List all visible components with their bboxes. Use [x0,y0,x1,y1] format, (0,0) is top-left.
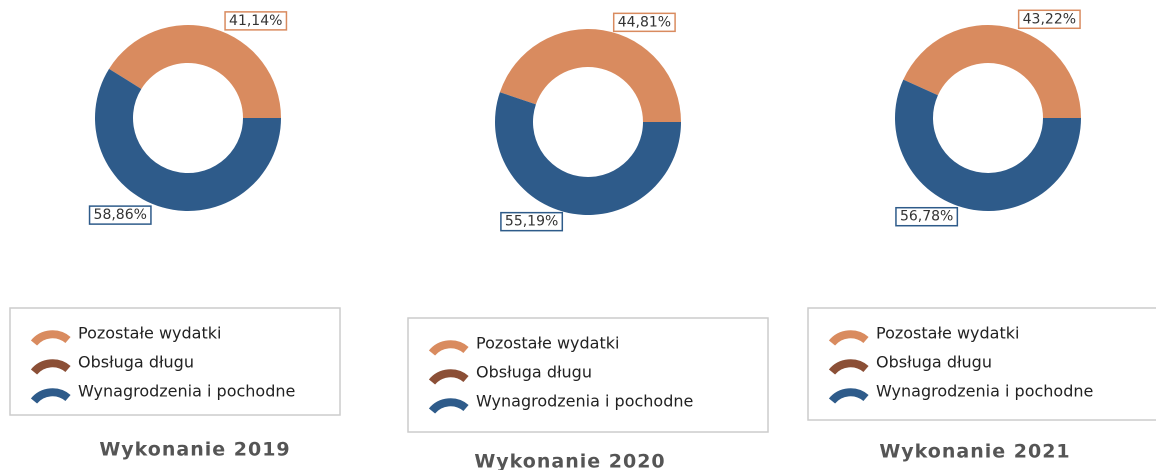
legend-icon [30,330,71,346]
value-label-box [612,12,676,33]
chart-title: Wykonanie 2021 [879,441,1070,463]
donut-slice [495,92,681,215]
chart-title: Wykonanie 2020 [474,451,665,470]
legend-label: Pozostałe wydatki [476,334,619,353]
donut-slice [94,68,281,212]
legend-label: Obsługa długu [476,363,592,382]
legend-icon [30,388,71,404]
donut-slice [903,24,1081,119]
legend-icon [828,388,869,404]
legend-icon [30,359,71,375]
value-label: 44,81% [618,14,671,30]
legend-label: Wynagrodzenia i pochodne [476,392,693,411]
legend-label: Pozostałe wydatki [876,324,1019,343]
legend-icon [428,340,469,356]
value-label: 58,86% [94,207,147,223]
value-label: 43,22% [1023,11,1076,27]
legend-label: Obsługa długu [876,353,992,372]
legend-label: Pozostałe wydatki [78,324,221,343]
value-label-box [88,205,152,225]
value-label: 56,78% [900,209,953,225]
legend-box [407,317,769,433]
donut-slice [499,28,681,123]
legend-icon [828,330,869,346]
chart-title: Wykonanie 2019 [99,439,290,461]
value-label: 55,19% [505,214,558,230]
value-label-box [895,206,959,227]
donut-slice [895,79,1081,211]
legend-label: Wynagrodzenia i pochodne [78,382,295,401]
legend-label: Wynagrodzenia i pochodne [876,382,1093,401]
legend-label: Obsługa długu [78,353,194,372]
legend-icon [428,398,469,414]
legend-box [9,307,341,416]
value-label: 41,14% [229,13,282,29]
donut-slice [109,25,281,119]
legend-icon [428,369,469,385]
value-label-box [1017,9,1081,30]
value-label-box [224,11,288,31]
legend-icon [828,359,869,375]
value-label-box [500,211,564,232]
